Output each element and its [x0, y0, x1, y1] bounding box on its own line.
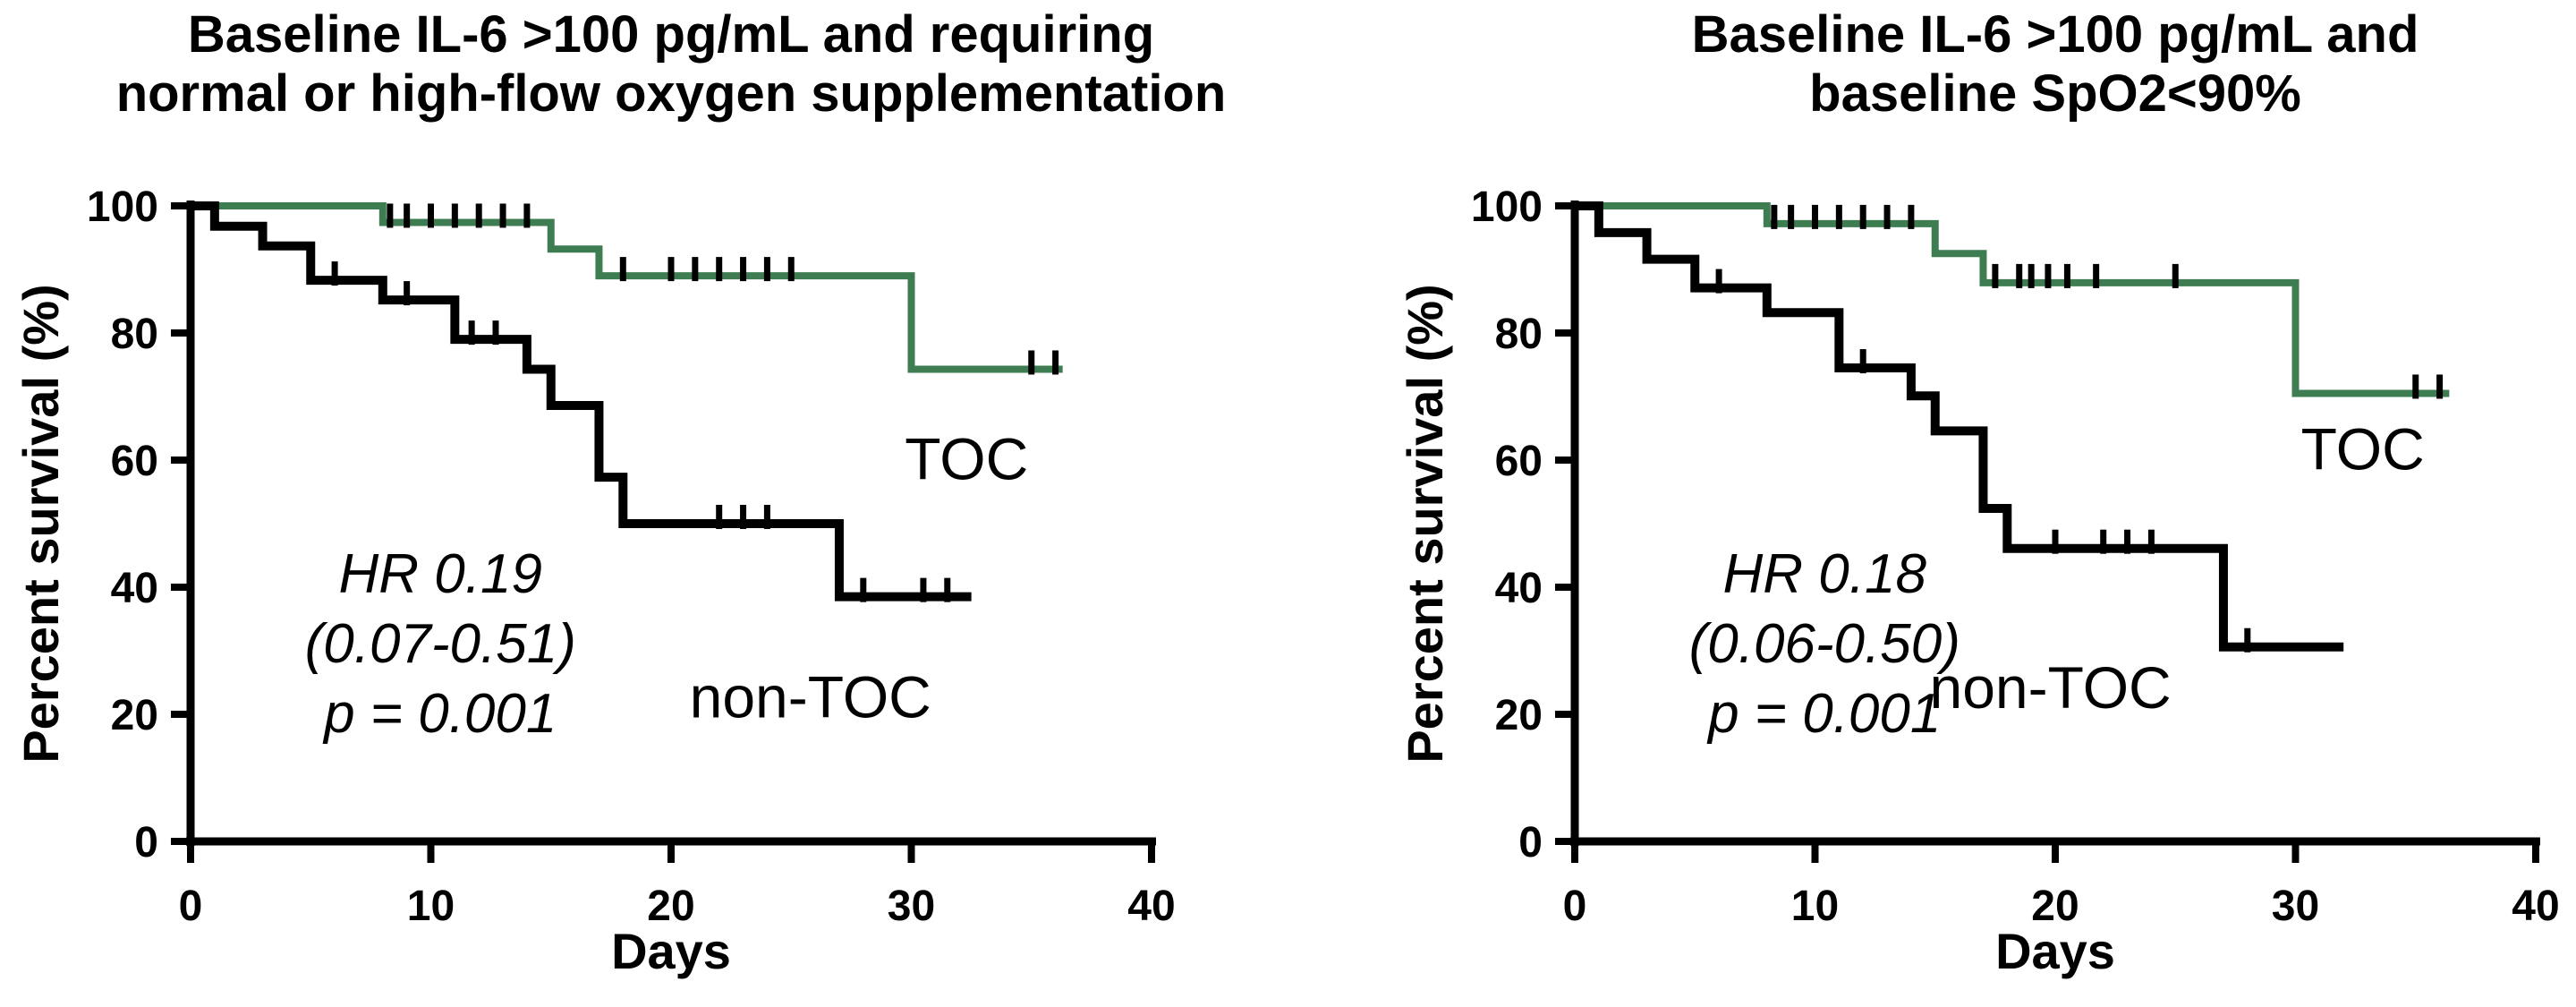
hr-annotation-line: HR 0.19	[339, 543, 542, 605]
y-tick-label: 100	[87, 183, 158, 231]
x-tick-label: 0	[1563, 883, 1587, 930]
hr-annotation-line: (0.06-0.50)	[1689, 613, 1960, 675]
axes	[171, 201, 1156, 863]
y-tick-label: 0	[1518, 819, 1543, 866]
chart-title: Baseline IL-6 >100 pg/mL and requiringno…	[116, 5, 1227, 123]
y-tick-label: 80	[1495, 311, 1543, 358]
chart-title-line: Baseline IL-6 >100 pg/mL and	[1692, 5, 2419, 64]
hr-annotation-line: HR 0.18	[1723, 543, 1927, 605]
hr-annotation-line: p = 0.001	[1706, 683, 1941, 745]
y-tick-label: 20	[111, 692, 158, 739]
y-tick-label: 80	[111, 311, 158, 358]
chart-title-line: baseline SpO2<90%	[1809, 64, 2301, 123]
y-tick-label: 100	[1471, 183, 1543, 231]
x-tick-label: 30	[2272, 883, 2319, 930]
y-axis-label: Percent survival (%)	[13, 284, 69, 763]
series-curve-toc	[1575, 202, 2450, 397]
hr-annotation: HR 0.19 (0.07-0.51) p = 0.001	[305, 543, 576, 745]
y-tick-label: 40	[1495, 565, 1543, 612]
axes	[1555, 201, 2540, 863]
censor-ticks-non-toc	[1715, 269, 2251, 653]
censor-ticks-toc	[1771, 204, 2444, 399]
y-tick-label: 60	[1495, 438, 1543, 485]
x-tick-label: 20	[647, 883, 694, 930]
censor-ticks-toc	[387, 203, 1059, 375]
x-tick-label: 0	[179, 883, 203, 930]
y-tick-label: 20	[1495, 692, 1543, 739]
y-tick-label: 40	[111, 565, 158, 612]
series-curve-non-toc	[191, 201, 972, 602]
x-tick-label: 40	[1127, 883, 1175, 930]
x-tick-label: 10	[407, 883, 455, 930]
x-tick-label: 20	[2031, 883, 2079, 930]
censor-ticks-non-toc	[331, 261, 951, 602]
series-label-non-toc: non-TOC	[690, 664, 931, 730]
chart-title-line: normal or high-flow oxygen supplementati…	[116, 64, 1227, 123]
hr-annotation-line: (0.07-0.51)	[305, 613, 576, 675]
x-tick-label: 10	[1791, 883, 1839, 930]
y-tick-label: 0	[134, 819, 158, 866]
hr-annotation: HR 0.18 (0.06-0.50) p = 0.001	[1689, 543, 1960, 745]
hr-annotation-line: p = 0.001	[322, 683, 557, 745]
x-tick-label: 40	[2512, 883, 2559, 930]
y-axis-label: Percent survival (%)	[1397, 284, 1453, 763]
chart-left: Baseline IL-6 >100 pg/mL and requiringno…	[13, 5, 1226, 979]
x-axis-label: Days	[611, 923, 731, 979]
y-tick-label: 60	[111, 438, 158, 485]
chart-title-line: Baseline IL-6 >100 pg/mL and requiring	[188, 5, 1154, 64]
series-curve-toc	[191, 202, 1063, 373]
series-label-toc: TOC	[2301, 416, 2425, 482]
x-tick-label: 30	[888, 883, 935, 930]
series-label-toc: TOC	[905, 425, 1028, 491]
series-curve-non-toc	[1575, 201, 2344, 652]
series-label-non-toc: non-TOC	[1930, 654, 2172, 721]
x-axis-label: Days	[1995, 923, 2115, 979]
